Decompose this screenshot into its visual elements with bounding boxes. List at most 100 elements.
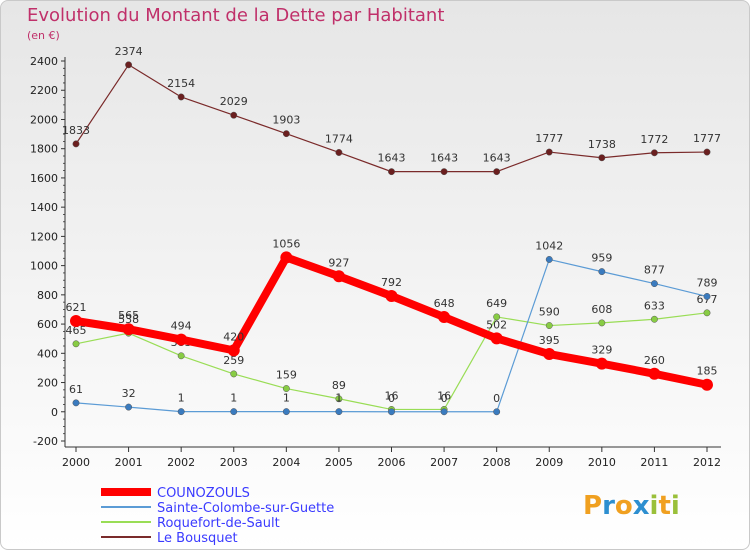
data-point (650, 280, 658, 288)
legend-entry: Le Bousquet (157, 531, 238, 546)
y-tick-label: 0 (51, 406, 58, 419)
data-label: 1643 (378, 152, 406, 165)
data-label: 1643 (483, 152, 511, 165)
x-tick-label: 2008 (483, 456, 511, 469)
chart-subtitle: (en €) (27, 29, 60, 42)
data-point (335, 408, 343, 416)
data-label: 0 (493, 392, 500, 405)
data-label: 621 (66, 301, 87, 314)
data-label: 1833 (62, 124, 90, 137)
data-point (282, 385, 290, 392)
data-point (385, 290, 398, 303)
data-label: 2029 (220, 95, 248, 108)
x-tick-label: 2003 (220, 456, 248, 469)
data-label: 2154 (167, 77, 195, 90)
data-point (177, 408, 185, 416)
data-label: 1738 (588, 138, 616, 151)
data-label: 32 (122, 387, 136, 400)
data-label: 1774 (325, 132, 353, 145)
data-point (175, 333, 188, 346)
data-label: 395 (539, 334, 560, 347)
data-point (72, 399, 80, 407)
data-point (440, 168, 448, 176)
x-tick-label: 2012 (693, 456, 721, 469)
y-tick-label: 1000 (30, 260, 58, 273)
data-label: 1777 (693, 132, 721, 145)
data-label: 1 (283, 392, 290, 405)
y-tick-label: 2200 (30, 84, 58, 97)
data-label: 61 (69, 383, 83, 396)
y-tick-label: 1400 (30, 201, 58, 214)
data-point (230, 111, 238, 119)
data-label: 16 (437, 389, 451, 402)
data-point (543, 348, 556, 361)
data-label: 649 (486, 297, 507, 310)
data-point (493, 168, 501, 176)
data-point (703, 293, 711, 300)
data-point (388, 168, 395, 176)
data-point (545, 322, 553, 329)
proxiti-logo: Proxiti (583, 491, 680, 521)
data-label: 494 (171, 320, 192, 333)
y-tick-label: 1600 (30, 172, 58, 185)
data-point (280, 251, 293, 264)
data-label: 608 (591, 303, 612, 316)
data-label: 259 (223, 354, 244, 367)
data-label: 1056 (272, 237, 300, 250)
data-label: 1777 (535, 132, 563, 145)
data-point (388, 408, 395, 416)
data-point (701, 378, 713, 391)
data-label: 959 (591, 252, 612, 265)
data-point (177, 93, 185, 101)
data-point (227, 344, 240, 357)
data-point (598, 154, 606, 162)
data-label: 648 (434, 297, 455, 310)
data-label: 927 (328, 256, 349, 269)
data-label: 89 (332, 379, 346, 392)
data-point (493, 408, 501, 416)
data-point (648, 367, 661, 380)
data-point (125, 403, 133, 411)
data-label: 0 (441, 392, 448, 405)
data-label: 538 (118, 313, 139, 326)
y-tick-label: -200 (33, 435, 58, 448)
x-tick-label: 2011 (640, 456, 668, 469)
data-label: 1772 (640, 133, 668, 146)
data-point (440, 408, 448, 416)
legend-entry: Sainte-Colombe-sur-Guette (157, 501, 334, 516)
y-tick-label: 1200 (30, 230, 58, 243)
data-label: 185 (697, 365, 718, 378)
data-point (72, 340, 80, 348)
data-label: 877 (644, 264, 665, 277)
data-label: 1643 (430, 152, 458, 165)
data-point (438, 311, 451, 324)
data-label: 1903 (272, 114, 300, 127)
y-tick-label: 2000 (30, 113, 58, 126)
data-label: 789 (697, 276, 718, 289)
data-point (70, 315, 82, 328)
y-tick-label: 2400 (30, 55, 58, 68)
data-label: 633 (644, 299, 665, 312)
data-point (230, 370, 238, 378)
legend-entry: Roquefort-de-Sault (157, 516, 280, 531)
data-label: 159 (276, 369, 297, 382)
data-point (335, 149, 343, 156)
x-tick-label: 2004 (272, 456, 300, 469)
data-point (332, 270, 345, 283)
y-tick-label: 800 (37, 289, 58, 302)
legend-entry: COUNOZOULS (157, 486, 250, 501)
y-tick-label: 400 (37, 347, 58, 360)
x-tick-label: 2006 (378, 456, 406, 469)
y-tick-label: 600 (37, 318, 58, 331)
data-label: 590 (539, 306, 560, 319)
data-point (72, 140, 80, 148)
data-point (598, 268, 606, 276)
data-point (598, 319, 606, 327)
x-tick-label: 2002 (167, 456, 195, 469)
data-label: 2374 (115, 45, 143, 58)
data-point (230, 408, 238, 416)
x-tick-label: 2009 (535, 456, 563, 469)
data-point (650, 315, 658, 323)
